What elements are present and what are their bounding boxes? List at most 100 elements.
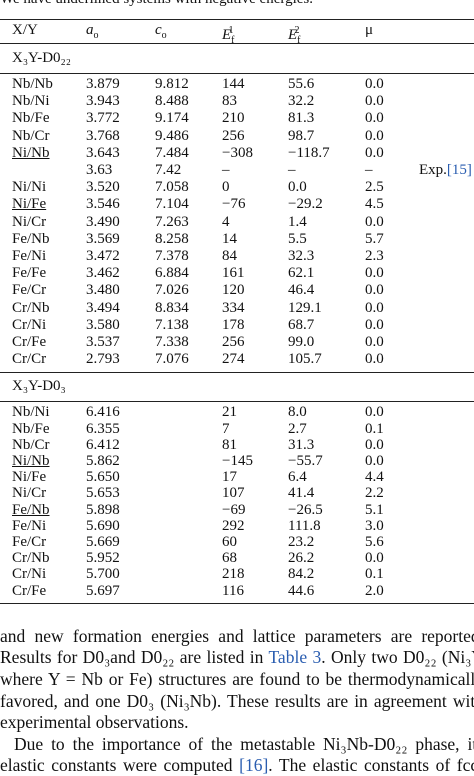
reference-link[interactable]: [16] <box>239 755 269 776</box>
section-title: X₃Y-D0₂₂ <box>12 50 72 66</box>
value-cell: 5.6 <box>365 534 384 550</box>
value-cell: 5.669 <box>86 534 120 550</box>
header-sup: 1 <box>228 25 234 36</box>
system-label: Fe/Ni <box>12 248 47 264</box>
value-cell: 7.058 <box>155 179 189 196</box>
value-cell: 5.898 <box>86 501 120 518</box>
value-cell: 0.0 <box>365 127 384 144</box>
value-cell: 46.4 <box>288 282 315 299</box>
value-cell: 8.488 <box>155 93 189 110</box>
value-cell: 129.1 <box>288 299 322 316</box>
header-base: X/Y <box>12 22 38 38</box>
value-cell: 0.1 <box>365 420 384 437</box>
value-cell: 7.263 <box>155 213 189 230</box>
system-label: Nb/Ni <box>12 93 50 110</box>
value-cell: 3.494 <box>86 299 120 316</box>
header-sub: f <box>297 35 301 46</box>
system-label: Ni/Ni <box>12 179 47 196</box>
value-cell: 3.480 <box>86 282 120 299</box>
text-line: Results for D0₃and D0₂₂ are listed in Ta… <box>0 647 474 668</box>
value-cell: 256 <box>222 334 245 350</box>
value-cell: 7.484 <box>155 144 189 161</box>
value-cell: 0.0 <box>365 265 384 282</box>
value-cell: 0.1 <box>365 566 384 583</box>
value-cell: 68.7 <box>288 316 315 333</box>
text-line: favored, and one D0₃ (Ni₃Nb). These resu… <box>0 691 474 712</box>
value-cell: 6.412 <box>86 436 120 453</box>
value-cell: 2.5 <box>365 179 384 196</box>
value-cell: 218 <box>222 566 245 583</box>
text: . Only two D0₂₂ (Ni₃Y <box>321 647 474 668</box>
value-cell: −76 <box>222 196 246 213</box>
value-cell: −308 <box>222 144 253 161</box>
header-sub: o <box>161 30 167 41</box>
text: where Y = Nb or Fe) structures are found… <box>0 669 474 689</box>
system-label: Fe/Nb <box>12 501 50 518</box>
value-cell: 3.490 <box>86 213 120 230</box>
value-cell: 2.0 <box>365 582 384 599</box>
value-cell: 3.879 <box>86 76 120 92</box>
value-cell: 3.569 <box>86 230 120 247</box>
value-cell: 2.3 <box>365 248 384 264</box>
value-cell: 5.697 <box>86 582 120 599</box>
value-cell: 0.0 <box>365 213 384 230</box>
value-cell: 14 <box>222 230 237 247</box>
value-cell: 84 <box>222 248 237 264</box>
value-cell: 84.2 <box>288 566 315 583</box>
caption-fragment: We have underlined systems with negative… <box>0 0 313 8</box>
header-sup: 2 <box>294 25 300 36</box>
value-cell: 7.076 <box>155 351 189 368</box>
rule <box>0 401 474 403</box>
value-cell: 3.462 <box>86 265 120 282</box>
value-cell: 0.0 <box>365 404 384 421</box>
column-header: μ <box>365 22 373 39</box>
system-label: Nb/Ni <box>12 404 50 421</box>
value-cell: 3.643 <box>86 144 120 161</box>
value-cell: 3.537 <box>86 334 120 350</box>
value-cell: 0.0 <box>365 316 384 333</box>
text: Results for D0₃and D0₂₂ are listed in <box>0 647 269 668</box>
text-line: Due to the importance of the metastable … <box>14 734 474 755</box>
value-cell: 8.258 <box>155 230 189 247</box>
value-cell: 99.0 <box>288 334 315 350</box>
value-cell: 21 <box>222 404 237 421</box>
text: favored, and one D0₃ (Ni₃Nb). These resu… <box>0 690 474 711</box>
reference-link[interactable]: [15] <box>446 162 472 178</box>
system-label: Cr/Fe <box>12 334 47 350</box>
value-cell: −29.2 <box>288 196 323 213</box>
value-cell: 7.42 <box>155 162 182 178</box>
value-cell: 9.486 <box>155 127 189 144</box>
value-cell: 5.653 <box>86 485 120 502</box>
system-label: Ni/Fe <box>12 196 47 213</box>
header-base: E <box>288 27 298 43</box>
value-cell: 3.546 <box>86 196 120 213</box>
value-cell: 0 <box>222 179 230 196</box>
system-label: Ni/Cr <box>12 485 47 502</box>
value-cell: 3.580 <box>86 316 120 333</box>
value-cell: 0.0 <box>365 76 384 92</box>
column-header: ao <box>86 22 99 44</box>
value-cell: 0.0 <box>365 436 384 453</box>
note: Exp.[15] <box>419 162 472 179</box>
system-label: Nb/Cr <box>12 436 50 453</box>
value-cell: 62.1 <box>288 265 315 282</box>
value-cell: 4.4 <box>365 469 384 486</box>
value-cell: 4 <box>222 213 230 230</box>
column-header: Ef1 <box>222 22 235 49</box>
value-cell: 7.138 <box>155 316 189 333</box>
value-cell: 0.0 <box>288 179 307 196</box>
value-cell: 6.884 <box>155 265 189 282</box>
section-title: X₃Y-D0₃ <box>12 378 66 395</box>
text: Due to the importance of the metastable … <box>14 733 474 754</box>
value-cell: 3.772 <box>86 110 120 127</box>
reference-link[interactable]: Table 3 <box>268 647 322 668</box>
rule <box>0 43 474 44</box>
system-label: Ni/Cr <box>12 213 47 230</box>
column-header: Ef2 <box>288 22 301 49</box>
value-cell: 44.6 <box>288 582 315 599</box>
system-label: Fe/Ni <box>12 517 47 534</box>
system-label: Cr/Fe <box>12 582 47 599</box>
value-cell: 5.700 <box>86 566 120 583</box>
value-cell: 116 <box>222 582 244 599</box>
